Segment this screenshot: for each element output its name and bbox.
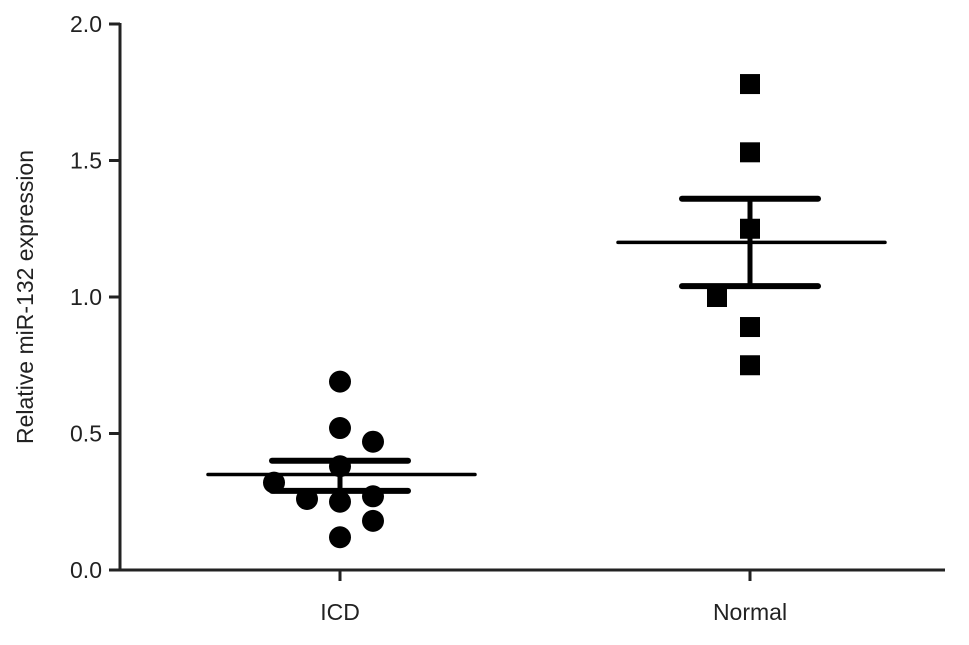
x-tick-label: ICD — [320, 599, 360, 625]
data-point — [329, 370, 351, 393]
data-point — [329, 417, 351, 440]
y-tick-label: 2.0 — [70, 11, 102, 37]
data-point — [362, 430, 384, 453]
data-point — [707, 287, 727, 307]
axes: 0.0 0.5 1.0 1.5 2.0 ICD Normal — [70, 11, 945, 625]
data-point — [362, 509, 384, 532]
data-point — [740, 74, 760, 95]
data-point — [329, 526, 351, 549]
data-point — [740, 355, 760, 376]
series-normal — [616, 74, 887, 376]
data-point — [740, 142, 760, 163]
data-point — [740, 317, 760, 338]
y-tick-label: 1.5 — [70, 148, 102, 174]
y-tick-label: 0.0 — [70, 557, 102, 583]
series-icd — [206, 370, 477, 549]
data-point — [329, 490, 351, 513]
y-axis-label: Relative miR-132 expression — [12, 150, 38, 444]
data-marks — [206, 74, 887, 549]
y-tick-label: 0.5 — [70, 421, 102, 447]
x-tick-label: Normal — [713, 599, 787, 625]
y-tick-label: 1.0 — [70, 284, 102, 310]
